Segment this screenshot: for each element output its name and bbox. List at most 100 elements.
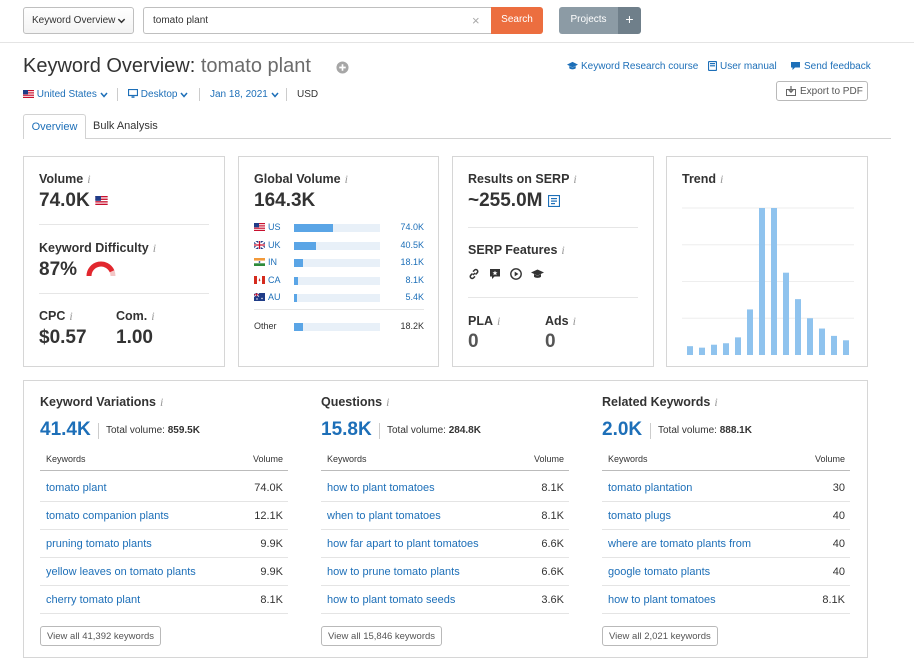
trend-bar[interactable]: [843, 340, 849, 355]
volume-bar-track: [294, 323, 380, 331]
volume-bar-track: [294, 276, 380, 285]
trend-bar[interactable]: [831, 335, 837, 355]
keyword-link[interactable]: where are tomato plants from: [608, 538, 752, 550]
trend-chart: [682, 207, 854, 355]
send-feedback-link[interactable]: Send feedback: [790, 61, 871, 72]
keyword-link[interactable]: how far apart to plant tomatoes: [327, 538, 479, 550]
info-icon[interactable]: i: [152, 241, 157, 255]
clear-search-icon[interactable]: ×: [472, 13, 480, 28]
other-label: Other: [254, 321, 277, 331]
keyword-link[interactable]: tomato plantation: [608, 482, 693, 494]
date-select[interactable]: Jan 18, 2021: [210, 89, 279, 100]
trend-bar[interactable]: [735, 337, 741, 355]
trend-bar[interactable]: [783, 272, 789, 355]
country-volume-row[interactable]: US 74.0K: [254, 222, 424, 234]
global-volume-value: 164.3K: [254, 190, 316, 211]
tool-select-dropdown[interactable]: Keyword Overview: [23, 7, 134, 34]
keyword-link[interactable]: tomato plant: [46, 482, 107, 494]
trend-bar[interactable]: [699, 347, 705, 355]
keyword-link[interactable]: how to plant tomatoes: [608, 594, 716, 606]
tab-bulk-analysis[interactable]: Bulk Analysis: [93, 120, 158, 132]
device-select[interactable]: Desktop: [127, 88, 188, 100]
info-icon[interactable]: i: [572, 314, 576, 328]
divider: [602, 529, 850, 530]
serp-card: Results on SERP i ~255.0M SERP Features i …: [452, 156, 654, 367]
send-feedback-label: Send feedback: [804, 61, 871, 72]
trend-bar[interactable]: [723, 343, 729, 355]
info-icon[interactable]: i: [87, 172, 91, 186]
serp-features-label: SERP Features i: [468, 243, 565, 258]
volume-label-text: Volume: [39, 172, 84, 186]
page-title-keyword: tomato plant: [200, 55, 311, 77]
info-icon[interactable]: i: [386, 395, 390, 409]
view-all-button[interactable]: View all 2,021 keywords: [602, 626, 718, 646]
info-icon[interactable]: i: [720, 172, 724, 186]
divider: [602, 613, 850, 614]
divider: [379, 423, 380, 439]
country-volume-row[interactable]: IN 18.1K: [254, 257, 424, 269]
section-count[interactable]: 41.4K: [40, 419, 91, 440]
keyword-link[interactable]: when to plant tomatoes: [327, 510, 441, 522]
serp-snapshot-icon[interactable]: [547, 194, 560, 208]
country-code: AU: [268, 292, 281, 303]
tab-overview[interactable]: Overview: [23, 114, 86, 139]
trend-bar[interactable]: [795, 299, 801, 355]
volume-bar: [294, 224, 333, 232]
com-label-text: Com.: [116, 309, 148, 323]
user-manual-link[interactable]: User manual: [707, 60, 777, 72]
research-course-link[interactable]: Keyword Research course: [567, 61, 698, 72]
info-icon[interactable]: i: [561, 243, 565, 257]
trend-bar[interactable]: [819, 328, 825, 355]
keyword-link[interactable]: cherry tomato plant: [46, 594, 141, 606]
add-project-button[interactable]: +: [618, 7, 641, 34]
trend-bar[interactable]: [711, 344, 717, 355]
trend-bar[interactable]: [687, 346, 693, 355]
export-pdf-button[interactable]: Export to PDF: [776, 81, 868, 101]
info-icon[interactable]: i: [497, 314, 501, 328]
search-button[interactable]: Search: [491, 7, 543, 34]
search-input[interactable]: tomato plant: [143, 7, 492, 34]
trend-bar[interactable]: [747, 309, 753, 355]
country-select[interactable]: United States: [23, 89, 108, 100]
country-volume-row[interactable]: AU 5.4K: [254, 292, 424, 304]
keyword-link[interactable]: how to plant tomato seeds: [327, 594, 456, 606]
info-icon[interactable]: i: [160, 395, 164, 409]
keyword-link[interactable]: how to plant tomatoes: [327, 482, 435, 494]
keyword-link[interactable]: yellow leaves on tomato plants: [46, 566, 196, 578]
country-volume-row[interactable]: UK 40.5K: [254, 240, 424, 252]
divider: [468, 297, 638, 298]
download-icon: [786, 86, 796, 96]
add-to-list-icon[interactable]: [336, 61, 349, 74]
competition-label: Com. i: [116, 309, 155, 324]
total-volume-value: 284.8K: [448, 425, 481, 436]
keyword-link[interactable]: how to prune tomato plants: [327, 566, 460, 578]
info-icon[interactable]: i: [344, 172, 348, 186]
keyword-link[interactable]: google tomato plants: [608, 566, 711, 578]
section-count[interactable]: 15.8K: [321, 419, 372, 440]
trend-bar[interactable]: [759, 208, 765, 355]
view-all-button[interactable]: View all 41,392 keywords: [40, 626, 162, 646]
info-icon[interactable]: i: [573, 172, 577, 186]
info-icon[interactable]: i: [714, 395, 718, 409]
projects-button[interactable]: Projects: [559, 7, 618, 34]
keyword-link[interactable]: tomato plugs: [608, 510, 671, 522]
cpc-label-text: CPC: [39, 309, 66, 323]
trend-bar[interactable]: [807, 318, 813, 355]
info-icon[interactable]: i: [151, 309, 155, 323]
keyword-link[interactable]: tomato companion plants: [46, 510, 169, 522]
volume-bar: [294, 259, 304, 268]
desktop-icon: [127, 88, 139, 98]
country-code: UK: [268, 239, 281, 250]
keyword-link[interactable]: pruning tomato plants: [46, 538, 152, 550]
trend-bar[interactable]: [771, 208, 777, 355]
divider: [40, 470, 288, 471]
review-icon[interactable]: [489, 268, 501, 280]
link-icon[interactable]: [468, 268, 480, 280]
education-icon[interactable]: [531, 268, 545, 280]
view-all-button[interactable]: View all 15,846 keywords: [321, 626, 443, 646]
section-title: Keyword Variations i: [40, 395, 163, 410]
info-icon[interactable]: i: [69, 309, 73, 323]
video-icon[interactable]: [510, 268, 523, 280]
section-count[interactable]: 2.0K: [602, 419, 643, 440]
country-volume-row[interactable]: CA 8.1K: [254, 275, 424, 287]
